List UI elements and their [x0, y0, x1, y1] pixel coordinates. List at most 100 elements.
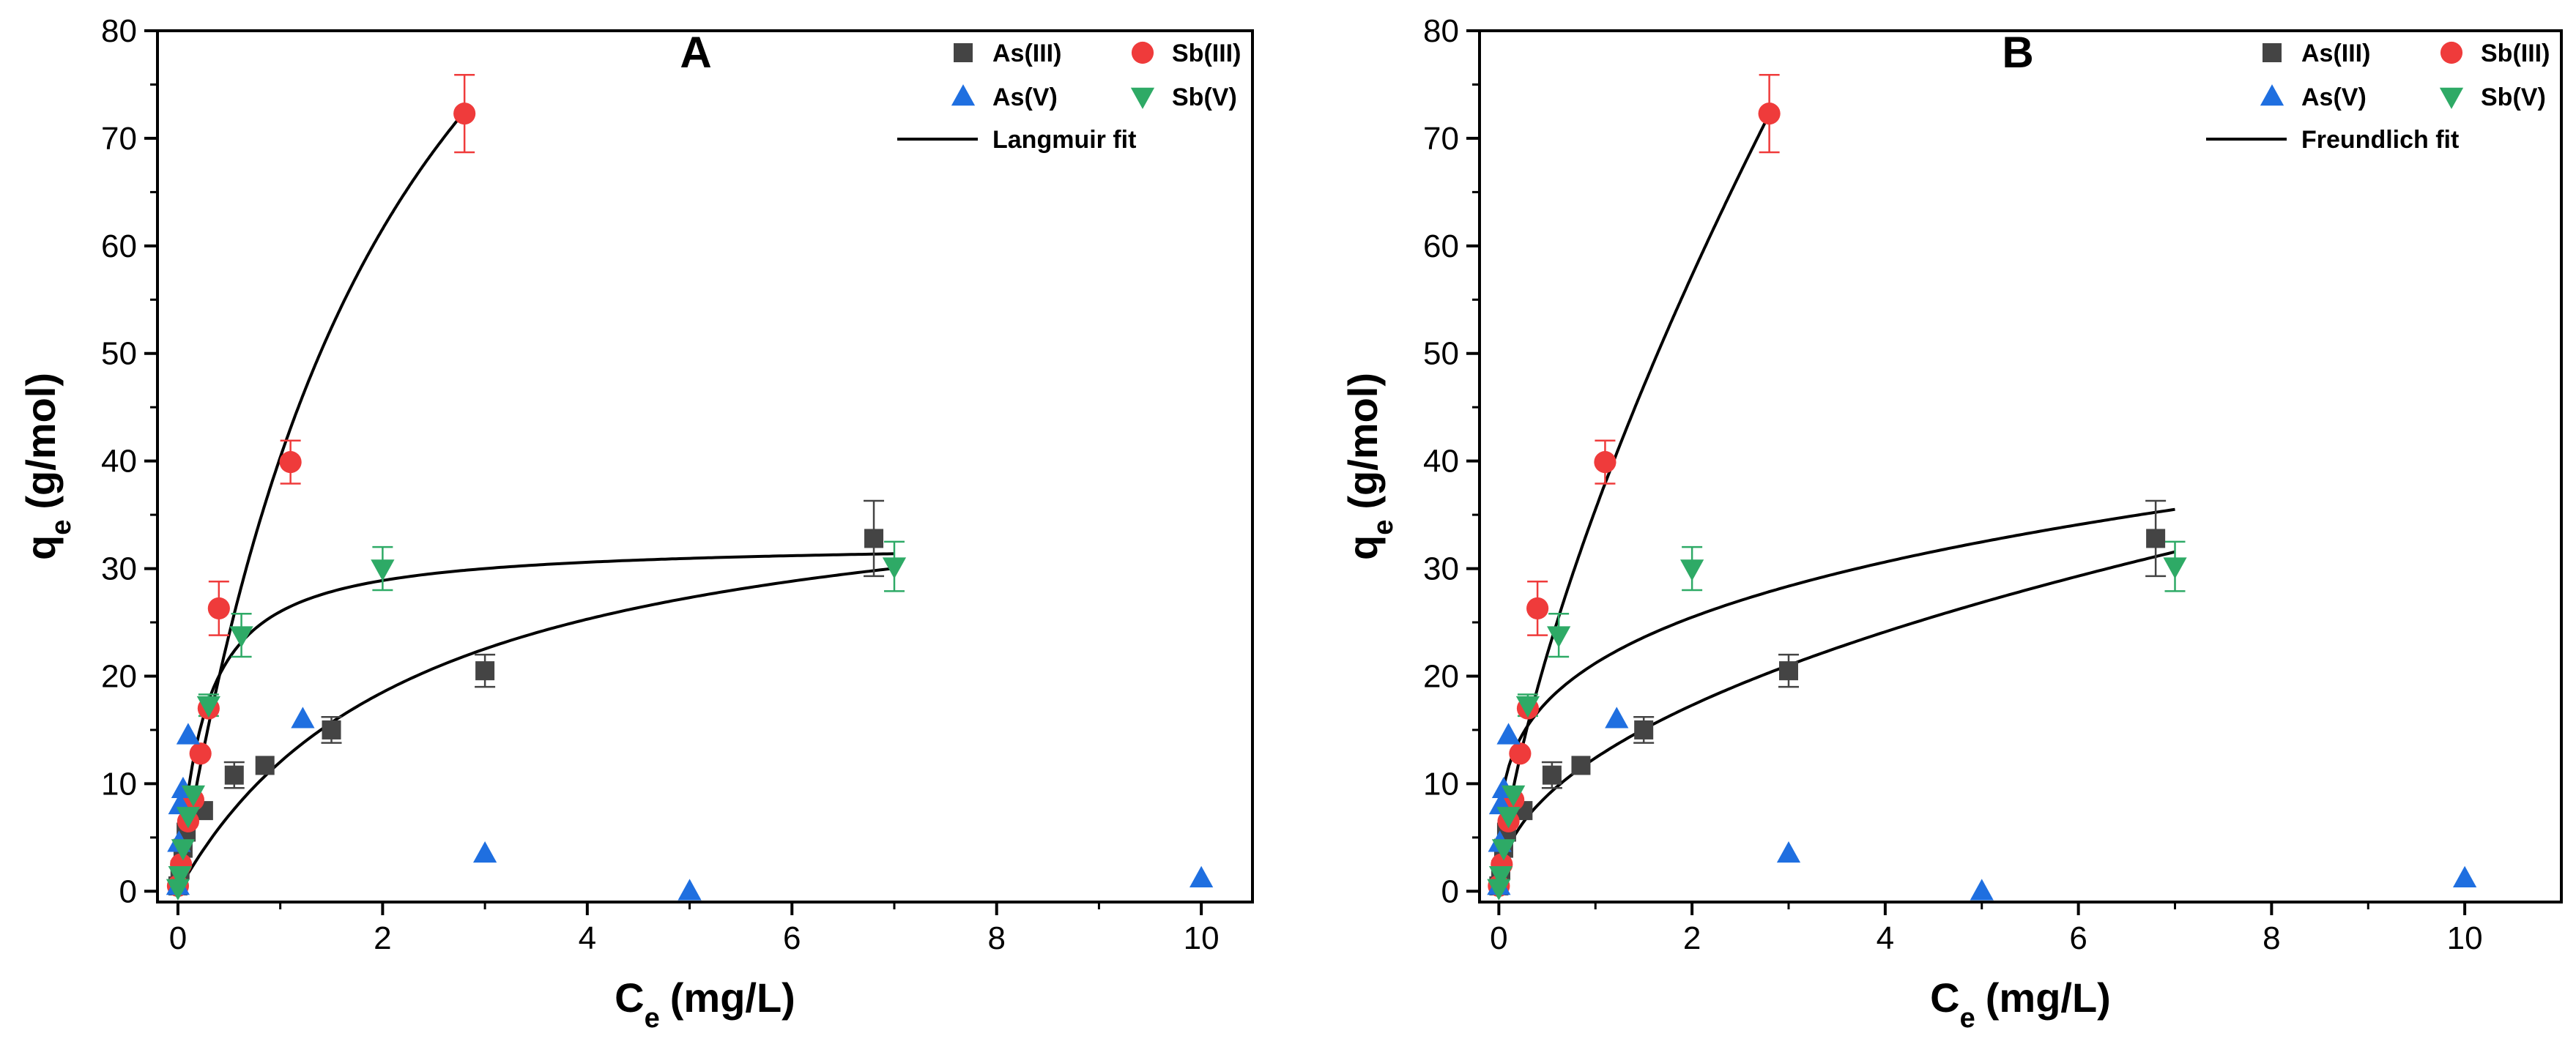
y-tick-label: 80	[101, 13, 137, 49]
x-tick-label: 4	[579, 920, 596, 956]
data-point-asv	[291, 707, 315, 729]
y-axis-title: qe(g/mol)	[1340, 373, 1399, 560]
x-axis-title: Ce (mg/L)	[1930, 975, 2111, 1034]
panel-label: A	[680, 28, 711, 77]
data-point-asiii	[1542, 765, 1562, 785]
legend-label: As(III)	[2301, 40, 2370, 67]
legend-label: Freundlich fit	[2301, 126, 2459, 154]
data-point-asv	[2453, 865, 2477, 887]
data-point-asv	[1189, 865, 1214, 887]
legend: As(III) Sb(III) As(V) Sb(V) Freundlich fit	[2206, 40, 2550, 154]
y-tick-label: 60	[101, 228, 137, 264]
x-tick-label: 2	[1683, 920, 1701, 956]
x-tick-label: 0	[169, 920, 187, 956]
y-tick-label: 50	[101, 336, 137, 372]
x-tick-label: 8	[987, 920, 1005, 956]
y-tick-label: 10	[101, 766, 137, 802]
plot-frame	[156, 29, 1254, 903]
legend-swatch	[2440, 41, 2463, 64]
data-point-asv	[678, 879, 702, 901]
data-point-asv	[472, 841, 497, 863]
data-point-sbv	[1488, 865, 1513, 888]
fit-curve	[176, 552, 895, 892]
x-tick-label: 6	[2069, 920, 2087, 956]
data-point-asiii	[224, 765, 244, 785]
legend-label: Langmuir fit	[992, 126, 1136, 154]
fit-curve	[176, 111, 466, 892]
y-tick-label: 70	[101, 121, 137, 157]
y-tick-label: 0	[119, 873, 137, 909]
data-point-sbiii	[1509, 742, 1532, 765]
data-point-asiii	[2146, 529, 2166, 548]
data-point-asv	[176, 723, 201, 745]
legend-label: Sb(III)	[1172, 40, 1241, 67]
y-tick-label: 40	[101, 444, 137, 480]
y-tick-label: 40	[1423, 444, 1459, 480]
legend-swatch	[1130, 87, 1155, 109]
legend-label: As(V)	[2301, 83, 2367, 111]
data-point-asiii	[322, 720, 341, 739]
legend-label: As(III)	[992, 40, 1061, 67]
data-point-sbv	[1487, 879, 1511, 901]
data-point-sbiii	[1594, 451, 1617, 474]
legend-swatch	[2263, 43, 2282, 62]
data-point-sbiii	[279, 451, 302, 474]
fit-curve	[1497, 550, 2175, 892]
fit-curve	[177, 567, 895, 893]
data-point-asiii	[1634, 720, 1654, 739]
data-point-sbiii	[189, 742, 212, 765]
data-point-sbv	[171, 839, 196, 861]
data-point-sbv	[2163, 557, 2187, 579]
panel-label: B	[2002, 28, 2033, 77]
data-point-asv	[1605, 707, 1629, 729]
y-tick-label: 0	[1441, 873, 1459, 909]
legend-swatch	[1131, 41, 1154, 64]
data-point-sbiii	[1526, 597, 1549, 620]
chart-panel-a: 0 2 4 6 8 10 0 10 20 30 40 50 60 70 80 Ce (mg/L) qe(g/mol…	[18, 13, 1254, 1034]
data-point-sbv	[1547, 626, 1571, 648]
x-tick-label: 8	[2263, 920, 2280, 956]
data-point-sbiii	[207, 597, 230, 620]
y-tick-label: 20	[101, 658, 137, 694]
data-point-sbv	[196, 696, 220, 718]
legend-swatch	[2260, 84, 2284, 106]
y-tick-label: 30	[1423, 551, 1459, 587]
data-point-sbv	[371, 559, 395, 581]
data-point-sbv	[176, 807, 201, 829]
y-tick-label: 70	[1423, 121, 1459, 157]
x-tick-label: 0	[1490, 920, 1507, 956]
data-point-asv	[1970, 879, 1994, 901]
data-point-sbv	[181, 785, 206, 808]
data-point-sbv	[168, 865, 192, 888]
data-point-sbv	[229, 626, 253, 648]
x-tick-label: 4	[1877, 920, 1894, 956]
y-axis-title: qe(g/mol)	[18, 373, 77, 560]
data-point-asiii	[1571, 756, 1591, 775]
fit-curve	[1497, 507, 2175, 892]
legend-label: Sb(V)	[2481, 83, 2546, 111]
legend-label: Sb(III)	[2481, 40, 2550, 67]
data-point-sbv	[1496, 807, 1521, 829]
legend: As(III) Sb(III) As(V) Sb(V) Langmuir fit	[897, 40, 1241, 154]
data-point-asiii	[1779, 661, 1798, 681]
y-tick-label: 60	[1423, 228, 1459, 264]
x-tick-label: 6	[783, 920, 801, 956]
data-point-asiii	[475, 661, 495, 681]
y-tick-label: 10	[1423, 766, 1459, 802]
x-tick-label: 10	[1184, 920, 1220, 956]
chart-panel-b: 0 2 4 6 8 10 0 10 20 30 40 50 60 70 80 Ce (mg/L) qe(g/mol…	[1340, 13, 2563, 1034]
legend-swatch	[2439, 87, 2464, 109]
plot-frame	[1478, 29, 2563, 903]
data-point-asv	[1496, 723, 1521, 745]
legend-label: Sb(V)	[1172, 83, 1237, 111]
x-axis-title: Ce (mg/L)	[615, 975, 795, 1034]
data-point-asiii	[864, 529, 884, 548]
legend-label: As(V)	[992, 83, 1058, 111]
fit-curve	[1497, 113, 1771, 892]
x-tick-label: 2	[374, 920, 391, 956]
data-point-asv	[1776, 841, 1801, 863]
y-tick-label: 80	[1423, 13, 1459, 49]
y-tick-label: 50	[1423, 336, 1459, 372]
legend-swatch	[954, 43, 973, 62]
